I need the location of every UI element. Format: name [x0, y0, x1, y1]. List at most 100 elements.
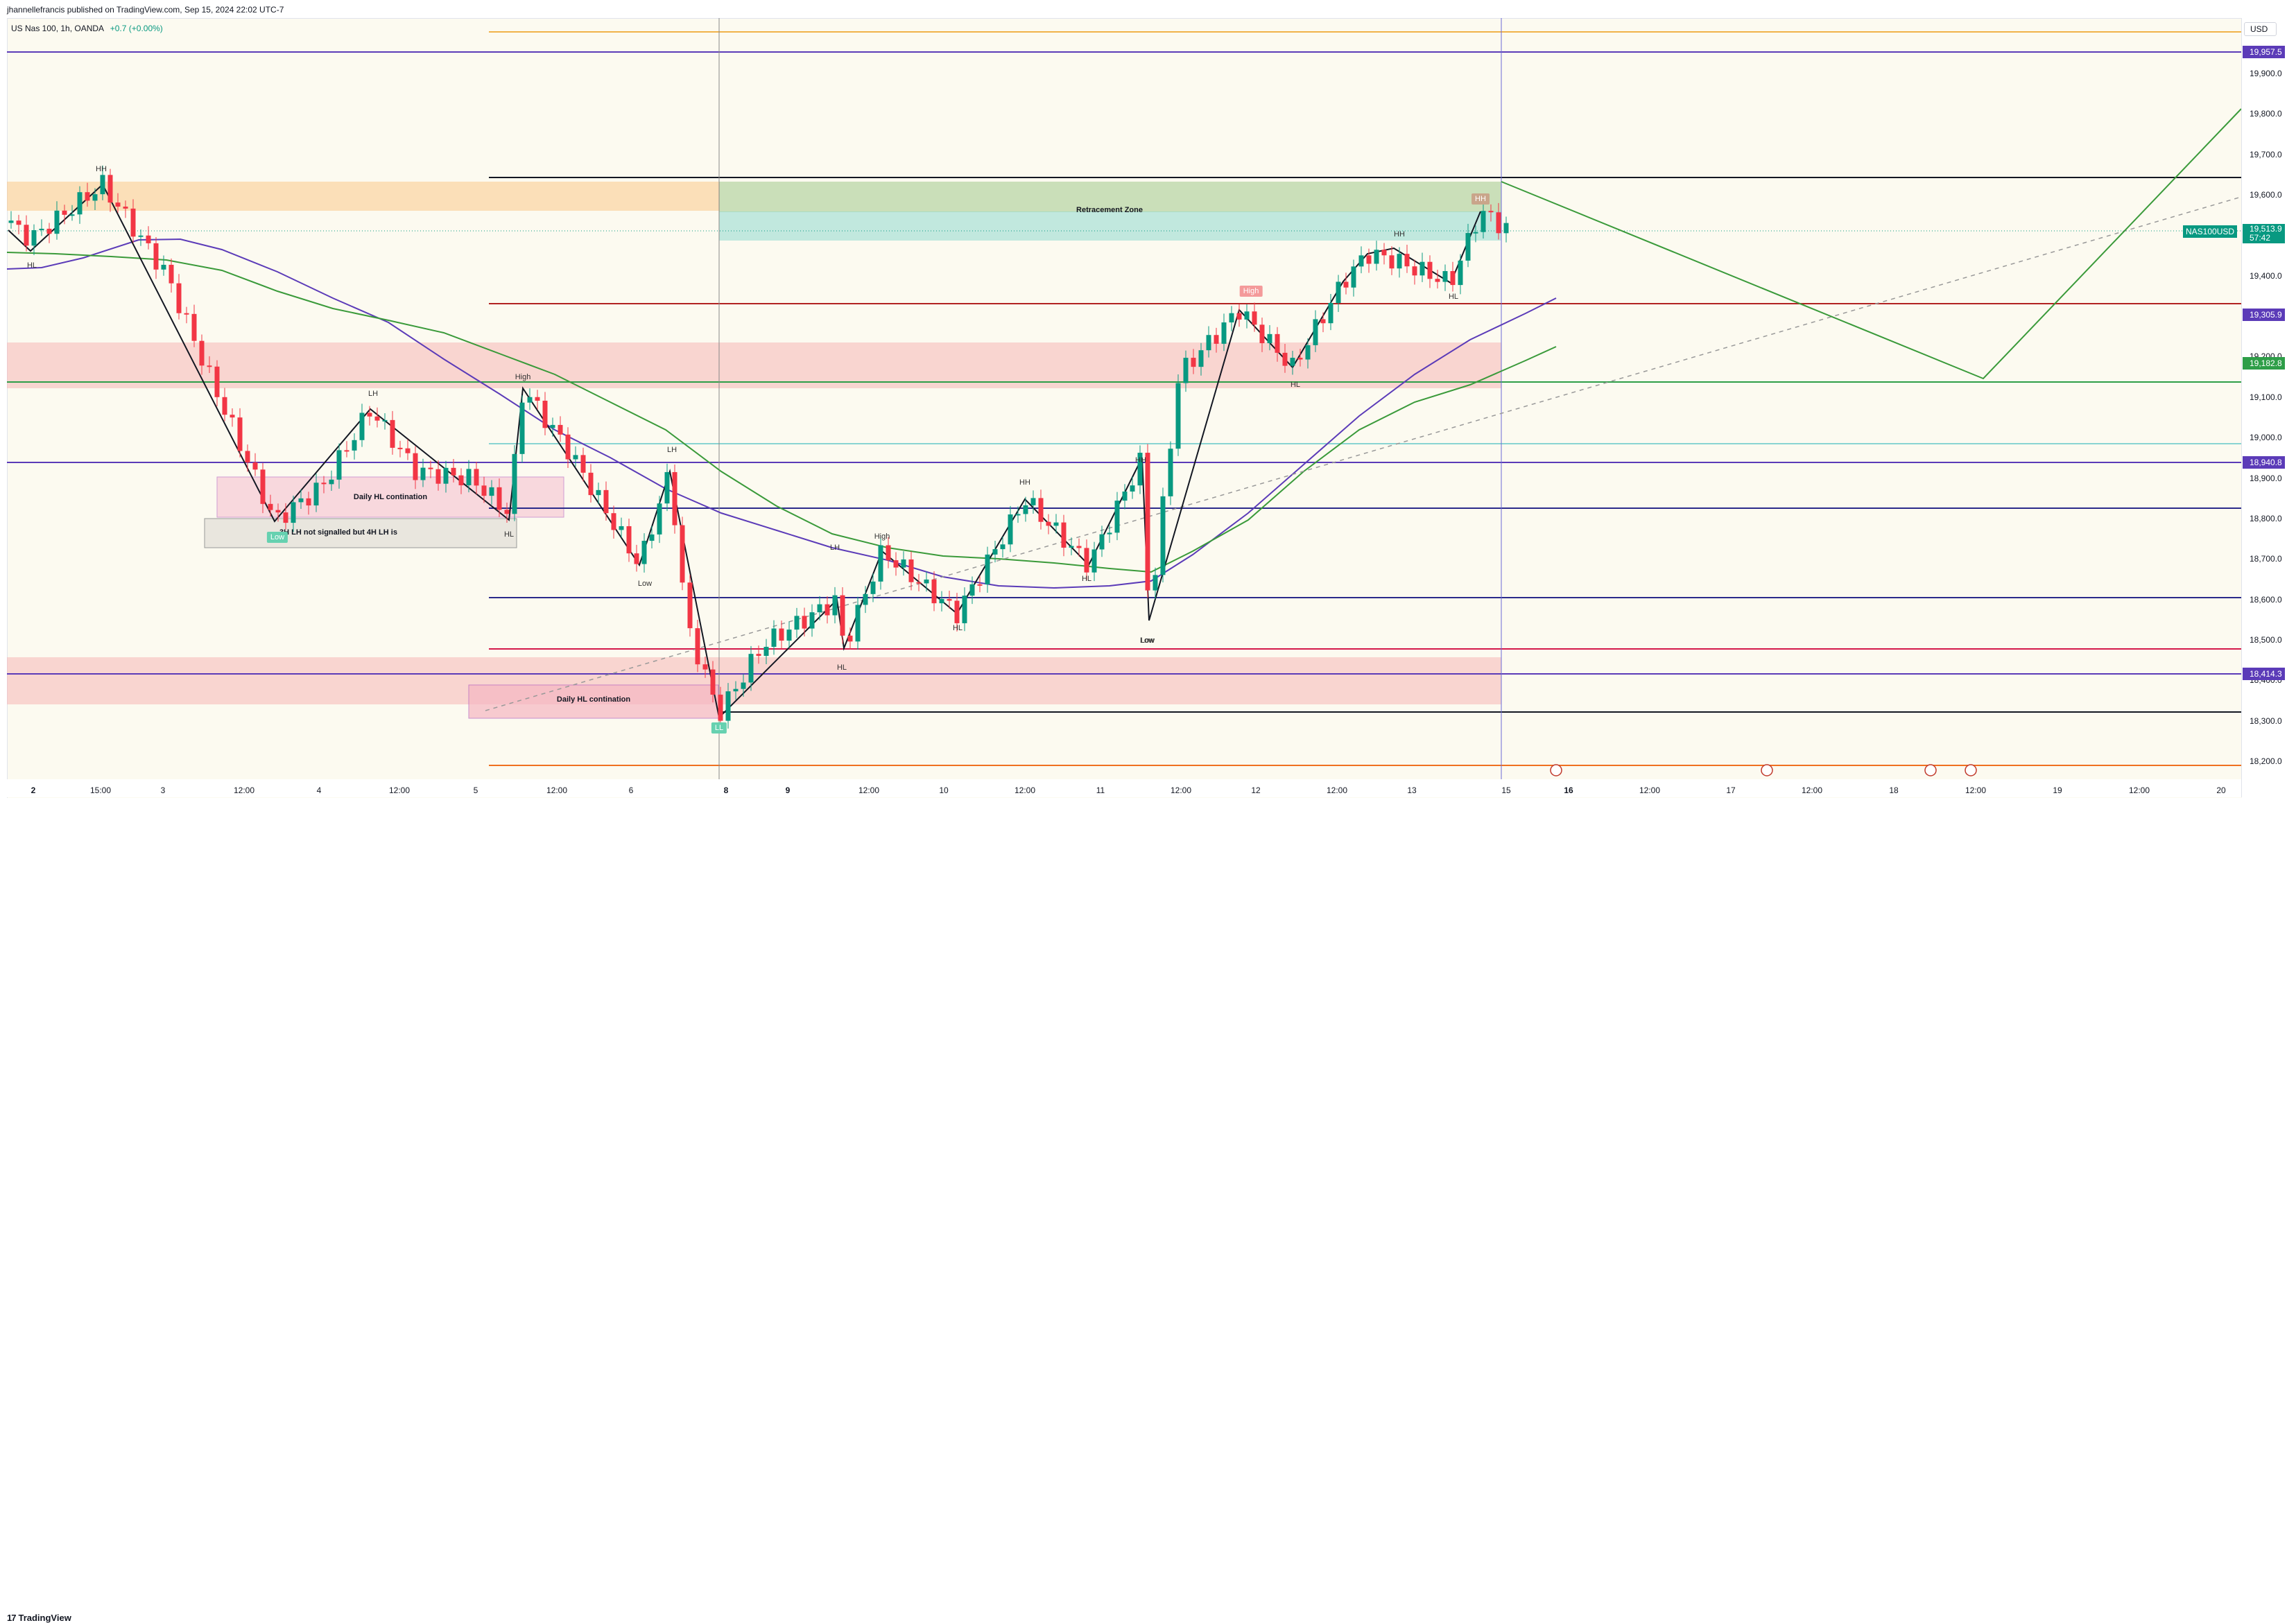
time-label: 17 — [1726, 786, 1736, 795]
candle-body — [1297, 358, 1303, 360]
candle-body — [329, 479, 334, 485]
price-line-badge: 19,305.9 — [2243, 309, 2285, 321]
candle-body — [542, 400, 548, 428]
candle-body — [321, 483, 327, 485]
candle-body — [169, 264, 174, 284]
candle-body — [85, 192, 90, 201]
candle-body — [306, 498, 311, 506]
candle-body — [1488, 211, 1494, 213]
candle-body — [687, 582, 693, 629]
candle-body — [1153, 575, 1158, 591]
swing-label: HH — [96, 165, 107, 173]
candle-body — [1000, 544, 1005, 550]
candle-body — [62, 210, 67, 215]
candle-body — [580, 455, 586, 473]
price-tick: 18,600.0 — [2250, 594, 2282, 605]
candle-body — [901, 559, 906, 568]
price-tick: 18,800.0 — [2250, 513, 2282, 523]
candle-body — [1175, 383, 1181, 449]
candle-body — [649, 534, 655, 541]
zone-red-lower — [7, 657, 1501, 704]
tag-hh: HH — [1471, 193, 1490, 205]
time-label: 12:00 — [546, 786, 568, 795]
candle-body — [962, 596, 967, 623]
time-label: 12:00 — [1014, 786, 1036, 795]
time-label: 12:00 — [1639, 786, 1661, 795]
candle-body — [832, 595, 838, 616]
candle-body — [1229, 313, 1234, 323]
note-3h-lh: 3H LH not signalled but 4H LH is — [279, 528, 397, 537]
candle-body — [939, 598, 944, 604]
time-label: 8 — [723, 786, 729, 795]
candle-body — [161, 264, 166, 270]
price-tick: 19,000.0 — [2250, 433, 2282, 443]
time-label: 12:00 — [2128, 786, 2150, 795]
time-label: 6 — [628, 786, 634, 795]
time-label: 12:00 — [1326, 786, 1348, 795]
economic-event-icon[interactable] — [1965, 764, 1977, 776]
candle-body — [1198, 350, 1204, 367]
candle-body — [1435, 279, 1440, 282]
price-tick: 19,400.0 — [2250, 270, 2282, 281]
zone-note-box — [204, 518, 517, 548]
currency-button[interactable]: USD — [2244, 22, 2277, 36]
candle-body — [1030, 498, 1036, 505]
economic-event-icon[interactable] — [1550, 764, 1562, 776]
candle-body — [481, 485, 487, 496]
swing-label: Low — [1139, 636, 1155, 645]
price-tick: 18,200.0 — [2250, 756, 2282, 767]
candle-body — [230, 415, 235, 418]
candle-body — [451, 467, 456, 476]
candle-body — [1404, 254, 1410, 267]
candle-body — [1473, 232, 1478, 234]
publish-info: jhannellefrancis published on TradingVie… — [7, 5, 284, 15]
candle-body — [1122, 491, 1128, 501]
swing-label: HH — [1135, 456, 1146, 465]
candle-body — [268, 503, 273, 510]
candle-body — [184, 313, 189, 315]
footer: 17 TradingView — [0, 804, 2296, 1623]
time-label: 15:00 — [89, 786, 112, 795]
candle-body — [1053, 522, 1059, 526]
time-label: 3 — [160, 786, 166, 795]
candle-body — [977, 584, 983, 586]
candle-body — [92, 194, 98, 201]
time-axis[interactable] — [7, 779, 2241, 797]
candle-body — [1412, 266, 1417, 276]
candle-body — [565, 434, 571, 460]
candle-body — [1107, 532, 1112, 535]
candle-body — [397, 447, 403, 449]
candle-body — [809, 612, 815, 629]
price-tick: 19,600.0 — [2250, 190, 2282, 200]
price-axis[interactable] — [2241, 18, 2296, 797]
candle-body — [1282, 352, 1288, 366]
candle-body — [107, 175, 113, 203]
candle-body — [1046, 521, 1051, 526]
candle-body — [641, 541, 647, 564]
candle-body — [786, 630, 792, 641]
economic-event-icon[interactable] — [1924, 764, 1937, 776]
economic-event-icon[interactable] — [1761, 764, 1773, 776]
candle-body — [382, 419, 388, 422]
candle-body — [771, 628, 777, 647]
candle-body — [1313, 319, 1318, 345]
candle-body — [69, 214, 75, 216]
candle-body — [77, 192, 83, 215]
price-line-badge: 18,940.8 — [2243, 456, 2285, 469]
candle-body — [558, 424, 563, 435]
candle-body — [214, 366, 220, 397]
price-line-badge: 18,414.3 — [2243, 668, 2285, 680]
candle-body — [359, 413, 365, 440]
candle-body — [1191, 358, 1196, 367]
candle-body — [1465, 233, 1471, 261]
candle-body — [619, 526, 624, 530]
candle-body — [1168, 449, 1173, 496]
zone-daily-hl-lower — [468, 684, 719, 719]
candle-body — [1389, 255, 1395, 269]
symbol-legend: US Nas 100, 1h, OANDA +0.7 (+0.00%) — [11, 24, 163, 33]
chart-drawing[interactable] — [0, 0, 2241, 797]
candle-body — [298, 498, 304, 503]
symbol-label: US Nas 100, 1h, OANDA — [11, 24, 104, 33]
tradingview-logo[interactable]: 17 TradingView — [7, 1613, 71, 1623]
candle-body — [1145, 453, 1150, 591]
